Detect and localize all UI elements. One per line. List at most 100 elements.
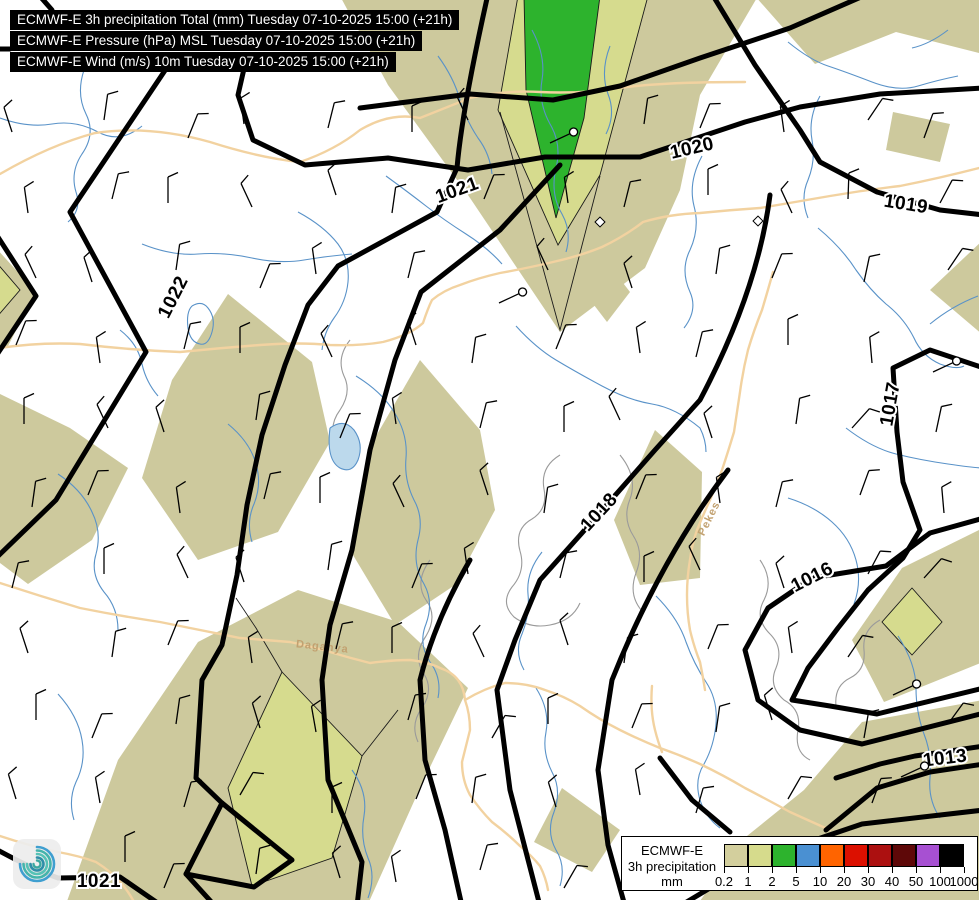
- legend-tick: [772, 867, 773, 873]
- isobar-label: 1021: [77, 871, 121, 892]
- wind-barb-icon: [103, 542, 115, 574]
- wind-barb-icon: [703, 405, 713, 439]
- wind-barb-icon: [635, 320, 647, 354]
- legend-tick: [844, 867, 845, 873]
- wind-barb-icon: [555, 323, 577, 350]
- wind-barb-icon: [339, 412, 361, 439]
- calm-station-icon: [932, 356, 962, 373]
- wind-barb-icon: [479, 462, 489, 496]
- wind-barb-icon: [407, 692, 427, 721]
- wind-barb-icon: [176, 545, 189, 579]
- wind-barb-icon: [643, 550, 655, 582]
- calm-station-icon: [892, 679, 922, 696]
- admin-boundaries: [332, 339, 881, 761]
- wind-barb-icon: [559, 550, 578, 579]
- wind-barb-icon: [103, 90, 119, 121]
- wind-barb-icon: [623, 255, 633, 289]
- wind-barb-icon: [631, 702, 653, 729]
- legend-tick: [820, 867, 821, 873]
- isobar-label: 1017: [876, 380, 904, 427]
- legend-tick-label: 5: [792, 874, 800, 889]
- wind-barb-icon: [19, 620, 29, 654]
- legend-tick-label: 50: [908, 874, 924, 889]
- wind-barb-icon: [247, 630, 259, 664]
- wind-barb-icon: [335, 621, 354, 650]
- wind-barb-icon: [947, 247, 974, 271]
- wind-barb-icon: [259, 262, 281, 289]
- wind-barb-icon: [695, 329, 714, 358]
- wind-barb-icon: [24, 245, 37, 279]
- wind-barb-icon: [923, 112, 944, 139]
- wind-barb-icon: [456, 87, 469, 121]
- legend-swatch: [916, 844, 940, 867]
- wind-barb-icon: [863, 709, 880, 739]
- spiral-logo-icon: [13, 839, 61, 889]
- place-label: Daganya: [295, 638, 349, 655]
- wind-barb-icon: [251, 695, 262, 729]
- legend-swatch: [772, 844, 796, 867]
- wind-barb-icon: [240, 174, 253, 208]
- wind-barb-icon: [327, 100, 346, 129]
- diamond-marker-icon: [752, 215, 764, 227]
- wind-barb-icon: [463, 541, 475, 575]
- wind-barb-icon: [320, 324, 333, 358]
- legend-model-name: ECMWF-E: [640, 843, 704, 858]
- legend-tick: [748, 867, 749, 873]
- wind-barb-icon: [255, 844, 271, 875]
- wind-barb-icon: [787, 775, 812, 800]
- wind-barb-icon: [871, 777, 892, 804]
- wind-barb-icon: [87, 469, 109, 496]
- wind-barb-icon: [183, 779, 203, 808]
- wind-barb-icon: [392, 474, 405, 508]
- wind-barb-icon: [563, 170, 575, 204]
- wind-barb-icon: [847, 168, 860, 200]
- wind-barb-icon: [472, 624, 485, 658]
- wind-barb-icon: [867, 550, 892, 575]
- wind-barb-icon: [867, 97, 894, 121]
- wind-barb-icon: [83, 249, 93, 283]
- wind-barb-icon: [491, 714, 516, 739]
- wind-barb-icon: [415, 773, 437, 800]
- legend-swatch: [820, 844, 844, 867]
- isobar-label: 1022: [154, 273, 193, 322]
- wind-barb-icon: [536, 237, 549, 271]
- wind-barb-icon: [311, 241, 323, 275]
- wind-barb-icon: [787, 313, 799, 345]
- wind-barb-icon: [869, 331, 880, 364]
- lake: [328, 422, 361, 471]
- wind-barb-icon: [175, 480, 187, 514]
- wind-barb-icon: [939, 179, 964, 204]
- wind-barb-icon: [167, 619, 189, 646]
- wind-barb-icon: [391, 391, 403, 425]
- legend-tick: [724, 867, 725, 873]
- wind-barb-icon: [3, 99, 13, 133]
- wind-barb-icon: [935, 403, 953, 433]
- wind-barb-icon: [407, 250, 426, 279]
- map-title-overlay: ECMWF-E 3h precipitation Total (mm) Tues…: [10, 10, 460, 73]
- precip-contour-lines: [235, 111, 601, 757]
- wind-barb-icon: [707, 163, 719, 195]
- grid-markers: [594, 215, 764, 228]
- legend-tick: [940, 867, 941, 873]
- wind-barb-icon: [239, 91, 251, 125]
- wind-barb-icon: [235, 549, 245, 583]
- wind-barb-icon: [699, 102, 721, 129]
- wind-barb-icon: [771, 252, 793, 279]
- wind-barb-icon: [483, 173, 505, 200]
- legend-swatch: [868, 844, 892, 867]
- wind-barb-icon: [707, 623, 729, 650]
- wind-barb-icon: [124, 830, 136, 862]
- diamond-marker-icon: [594, 216, 606, 228]
- wind-barb-icon: [634, 762, 645, 796]
- title-line-precipitation: ECMWF-E 3h precipitation Total (mm) Tues…: [10, 10, 460, 30]
- calm-station-icon: [900, 761, 930, 778]
- isobar-label: 1016: [788, 558, 837, 597]
- weathernerds-logo: [13, 839, 61, 889]
- wind-barb-icon: [775, 555, 785, 589]
- wind-barb-icon: [471, 333, 487, 364]
- wind-barb-icon: [479, 400, 498, 429]
- wind-barb-icon: [923, 558, 953, 579]
- rivers: [0, 29, 979, 899]
